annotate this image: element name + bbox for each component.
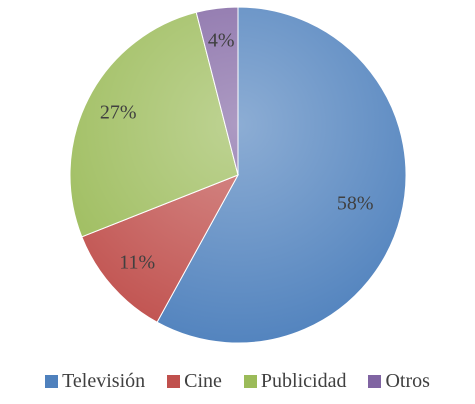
- legend-label: Otros: [385, 370, 430, 392]
- data-label: 27%: [100, 102, 137, 124]
- legend-swatch: [167, 375, 181, 388]
- legend-swatch: [368, 375, 382, 388]
- legend-item: Televisión: [45, 370, 145, 393]
- legend-item: Publicidad: [243, 370, 347, 393]
- chart: 58% 11% 27% 4%: [69, 6, 407, 344]
- data-label: 58%: [337, 193, 374, 215]
- legend-swatch: [45, 375, 59, 388]
- legend-swatch: [243, 375, 257, 388]
- legend-item: Cine: [167, 370, 222, 393]
- data-label: 11%: [119, 251, 155, 273]
- legend-label: Publicidad: [260, 370, 347, 392]
- legend-label: Cine: [184, 370, 222, 392]
- legend-label: Televisión: [62, 370, 146, 392]
- legend-item: Otros: [368, 370, 430, 393]
- legend: Televisión Cine Publicidad Otros: [0, 370, 475, 393]
- data-label: 4%: [208, 29, 235, 51]
